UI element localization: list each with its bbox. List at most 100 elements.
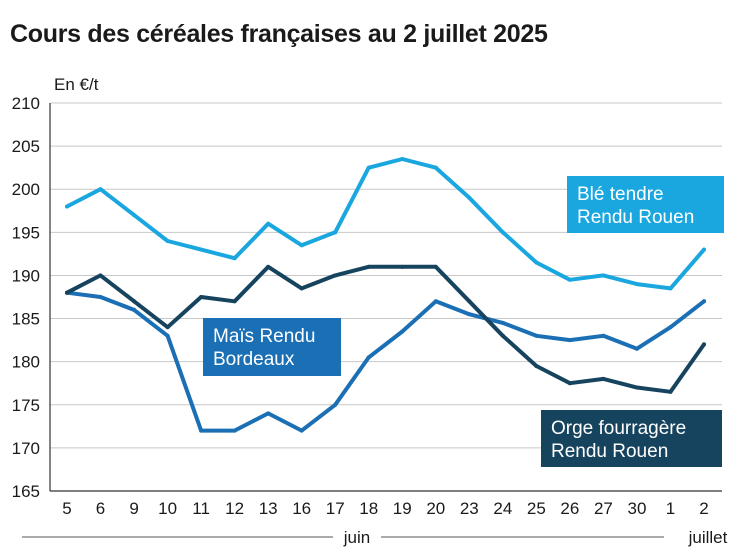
- x-tick-label: 27: [594, 499, 613, 518]
- data-point: [132, 299, 137, 304]
- data-point: [98, 273, 103, 278]
- data-point: [366, 264, 371, 269]
- series-label-text: Rendu Rouen: [551, 441, 668, 462]
- data-point: [333, 230, 338, 235]
- data-point: [702, 342, 706, 347]
- y-tick-label: 190: [12, 266, 40, 285]
- data-point: [199, 428, 204, 433]
- x-tick-label: 1: [666, 499, 675, 518]
- series-line-1: [65, 157, 706, 291]
- data-point: [400, 264, 405, 269]
- series-label-box: [203, 318, 341, 376]
- data-point: [199, 247, 204, 252]
- x-tick-label: 12: [225, 499, 244, 518]
- data-point: [165, 333, 170, 338]
- data-point: [567, 338, 572, 343]
- data-point: [601, 273, 606, 278]
- series-line-2: [65, 290, 706, 433]
- data-point: [534, 260, 539, 265]
- x-tick-label: 30: [627, 499, 646, 518]
- series-label-text: Blé tendre: [577, 184, 664, 205]
- series-line-3: [65, 264, 706, 394]
- series-lines: [65, 157, 706, 433]
- x-tick-label: 25: [527, 499, 546, 518]
- grid-lines: [50, 102, 722, 449]
- data-point: [500, 320, 505, 325]
- y-tick-label: 195: [12, 223, 40, 242]
- axes: [22, 103, 722, 538]
- data-point: [433, 165, 438, 170]
- data-point: [299, 243, 304, 248]
- x-tick-label: 19: [393, 499, 412, 518]
- series-label-text: Orge fourragère: [551, 418, 686, 439]
- data-point: [232, 256, 237, 261]
- data-point: [232, 299, 237, 304]
- x-tick-label: 6: [96, 499, 105, 518]
- x-tick-label: 10: [158, 499, 177, 518]
- y-tick-label: 205: [12, 137, 40, 156]
- data-point: [165, 238, 170, 243]
- chart-title: Cours des céréales françaises au 2 juill…: [10, 20, 548, 48]
- data-point: [266, 264, 271, 269]
- data-point: [65, 290, 69, 295]
- data-point: [98, 187, 103, 192]
- data-point: [165, 325, 170, 330]
- data-point: [702, 299, 706, 304]
- data-point: [333, 402, 338, 407]
- x-tick-label: 5: [62, 499, 71, 518]
- x-tick-label: 16: [292, 499, 311, 518]
- data-point: [634, 282, 639, 287]
- x-tick-label: 26: [560, 499, 579, 518]
- data-point: [433, 264, 438, 269]
- data-point: [634, 346, 639, 351]
- x-tick-label: 20: [426, 499, 445, 518]
- data-point: [668, 389, 673, 394]
- data-point: [199, 295, 204, 299]
- y-axis-label: En €/t: [54, 75, 99, 94]
- data-point: [702, 247, 706, 252]
- data-point: [299, 428, 304, 433]
- data-point: [299, 286, 304, 291]
- data-point: [366, 165, 371, 170]
- data-point: [132, 307, 137, 312]
- series-label-text: Rendu Rouen: [577, 207, 694, 228]
- data-point: [266, 221, 271, 226]
- series-label-text: Bordeaux: [213, 349, 295, 370]
- x-tick-label: 9: [129, 499, 138, 518]
- data-point: [366, 355, 371, 360]
- data-point: [467, 195, 472, 200]
- data-point: [400, 329, 405, 334]
- month-label-juillet: juillet: [688, 528, 728, 547]
- data-point: [467, 299, 472, 304]
- series-label-text: Maïs Rendu: [213, 326, 315, 347]
- data-point: [601, 376, 606, 381]
- x-tick-label: 18: [359, 499, 378, 518]
- y-tick-label: 210: [12, 94, 40, 113]
- data-point: [567, 277, 572, 282]
- x-tick-label: 23: [460, 499, 479, 518]
- data-point: [98, 295, 103, 299]
- y-tick-label: 175: [12, 396, 40, 415]
- x-tick-label: 17: [326, 499, 345, 518]
- data-point: [400, 157, 405, 162]
- y-tick-label: 165: [12, 482, 40, 501]
- y-tick-label: 180: [12, 353, 40, 372]
- data-point: [232, 428, 237, 433]
- data-point: [668, 286, 673, 291]
- y-tick-label: 200: [12, 180, 40, 199]
- data-point: [634, 385, 639, 390]
- month-label-juin: juin: [343, 528, 370, 547]
- series-label-box: [567, 176, 724, 233]
- data-point: [266, 411, 271, 416]
- x-tick-label: 2: [699, 499, 708, 518]
- series-label-box: [541, 410, 722, 467]
- data-point: [65, 204, 69, 209]
- y-tick-label: 170: [12, 439, 40, 458]
- x-tick-label: 11: [192, 499, 210, 518]
- data-point: [500, 230, 505, 235]
- x-tick-label: 24: [493, 499, 512, 518]
- data-point: [467, 312, 472, 317]
